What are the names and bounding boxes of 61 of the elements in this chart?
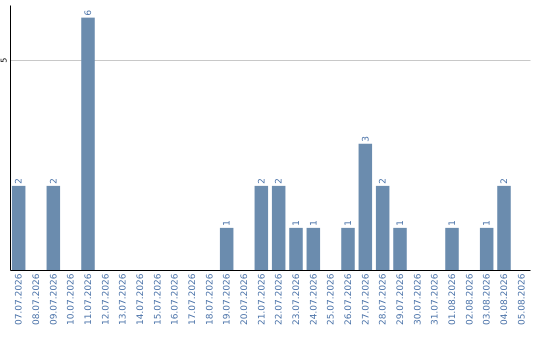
- bar: [480, 228, 494, 270]
- bar: [46, 186, 60, 270]
- bar: [289, 228, 303, 270]
- x-tick-label: 12.07.2026: [101, 273, 112, 326]
- data-label: 2: [14, 178, 25, 184]
- x-tick-label: 10.07.2026: [66, 273, 77, 326]
- data-label: 2: [274, 178, 285, 184]
- data-label: 3: [361, 136, 372, 142]
- x-tick-label: 18.07.2026: [205, 273, 216, 326]
- x-tick-label: 26.07.2026: [344, 273, 354, 326]
- data-label: 2: [378, 178, 389, 184]
- x-tick-label: 23.07.2026: [292, 273, 302, 326]
- data-label: 2: [257, 178, 268, 184]
- x-tick-label: 22.07.2026: [274, 273, 285, 326]
- x-tick-label: 24.07.2026: [309, 273, 320, 326]
- x-tick-label: 19.07.2026: [222, 273, 233, 326]
- x-tick-label: 29.07.2026: [396, 273, 406, 326]
- x-tick-label: 28.07.2026: [378, 273, 389, 326]
- bar: [220, 228, 234, 270]
- data-label: 1: [309, 220, 320, 226]
- data-label: 1: [448, 220, 458, 226]
- x-tick-label: 30.07.2026: [413, 273, 424, 326]
- bar: [341, 228, 355, 270]
- data-label: 1: [396, 220, 406, 226]
- x-tick-label: 13.07.2026: [118, 273, 129, 326]
- x-tick-label: 16.07.2026: [170, 273, 181, 326]
- x-tick-label: 31.07.2026: [430, 273, 441, 326]
- x-tick-label: 20.07.2026: [240, 273, 250, 326]
- bar: [393, 228, 407, 270]
- x-tick-label: 17.07.2026: [188, 273, 198, 326]
- x-tick-label: 07.07.2026: [14, 273, 25, 326]
- data-label: 1: [482, 220, 493, 226]
- x-tick-label: 14.07.2026: [136, 273, 146, 326]
- x-tick-label: 11.07.2026: [84, 273, 94, 326]
- x-tick-label: 09.07.2026: [49, 273, 60, 326]
- data-label: 6: [84, 10, 94, 16]
- data-label: 1: [344, 220, 354, 226]
- bar: [497, 186, 511, 270]
- x-tick-label: 21.07.2026: [257, 273, 268, 326]
- data-label: 2: [49, 178, 60, 184]
- bar: [272, 186, 286, 270]
- bar: [254, 186, 268, 270]
- bar: [376, 186, 390, 270]
- bar: [445, 228, 459, 270]
- x-tick-label: 03.08.2026: [482, 273, 493, 326]
- x-tick-label: 15.07.2026: [153, 273, 164, 326]
- bar: [81, 18, 95, 270]
- x-tick-label: 04.08.2026: [500, 273, 510, 326]
- bar: [306, 228, 320, 270]
- data-label: 1: [292, 220, 302, 226]
- data-label: 1: [222, 220, 233, 226]
- x-tick-label: 02.08.2026: [465, 273, 476, 326]
- bar: [358, 144, 372, 270]
- x-tick-label: 01.08.2026: [448, 273, 458, 326]
- x-tick-label: 25.07.2026: [326, 273, 337, 326]
- bar: [12, 186, 26, 270]
- x-tick-label: 08.07.2026: [32, 273, 42, 326]
- x-tick-label: 27.07.2026: [361, 273, 372, 326]
- y-tick-label: 5: [0, 58, 8, 63]
- data-label: 2: [500, 178, 510, 184]
- x-tick-label: 05.08.2026: [517, 273, 528, 326]
